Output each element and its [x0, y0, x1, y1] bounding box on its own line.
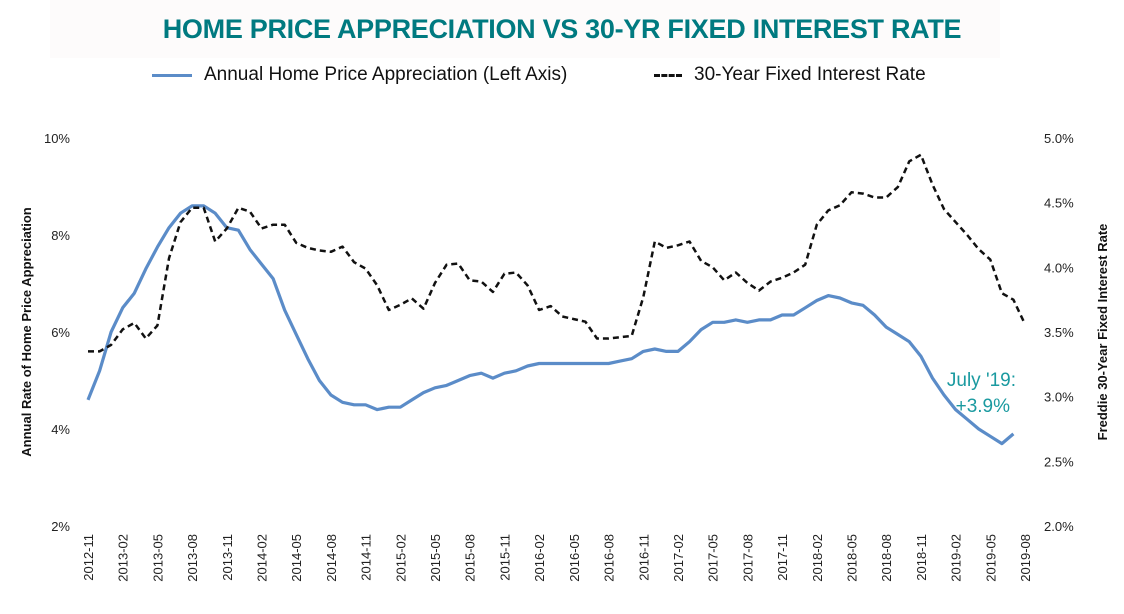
x-tick-label: 2017-05 [706, 534, 721, 582]
right-tick-label: 2.5% [1044, 454, 1074, 469]
right-tick-label: 3.0% [1044, 390, 1074, 405]
home-price-line [86, 204, 1015, 446]
x-tick-label: 2018-11 [914, 534, 929, 581]
x-tick-label: 2015-08 [463, 534, 478, 582]
left-axis-title: Annual Rate of Home Price Appreciation [19, 207, 34, 457]
x-tick-label: 2014-02 [255, 534, 270, 582]
x-tick-label: 2018-08 [879, 534, 894, 582]
annotation-line1: July '19: [947, 370, 1016, 391]
x-tick-label: 2013-02 [116, 534, 131, 582]
x-tick-label: 2017-08 [740, 534, 755, 582]
x-tick-label: 2018-05 [844, 534, 859, 582]
x-tick-label: 2015-11 [497, 534, 512, 581]
x-tick-label: 2016-08 [602, 534, 617, 582]
right-tick-label: 5.0% [1044, 131, 1074, 146]
x-tick-label: 2014-11 [359, 534, 374, 581]
x-tick-label: 2015-02 [393, 534, 408, 582]
x-tick-label: 2014-05 [289, 534, 304, 582]
x-tick-label: 2016-05 [567, 534, 582, 582]
left-tick-label: 8% [51, 228, 70, 243]
x-tick-label: 2013-08 [185, 534, 200, 582]
right-tick-label: 4.5% [1044, 196, 1074, 211]
legend-item-interest-rate: 30-Year Fixed Interest Rate [654, 64, 926, 86]
x-tick-label: 2017-11 [775, 534, 790, 581]
title-band [50, 0, 1000, 58]
x-tick-label: 2013-11 [220, 534, 235, 581]
interest-rate-line [88, 153, 1027, 353]
x-tick-label: 2013-05 [150, 534, 165, 582]
right-tick-label: 4.0% [1044, 260, 1074, 275]
x-tick-label: 2012-11 [81, 534, 96, 581]
right-tick-label: 2.0% [1044, 519, 1074, 534]
x-axis-ticks: 2012-11 2013-02 2013-05 2013-08 2013-11 2014-… [81, 534, 1033, 582]
legend-swatch-dashed [654, 73, 682, 77]
legend-label-interest-rate: 30-Year Fixed Interest Rate [694, 64, 926, 85]
x-tick-label: 2016-02 [532, 534, 547, 582]
left-tick-label: 2% [51, 519, 70, 534]
left-axis-ticks: 2% 4% 6% 8% 10% [44, 131, 70, 534]
legend-swatch-solid [152, 73, 192, 77]
legend-item-home-price: Annual Home Price Appreciation (Left Axi… [152, 64, 567, 86]
left-tick-label: 10% [44, 131, 70, 146]
series-lines [86, 153, 1027, 446]
right-axis-title: Freddie 30-Year Fixed Interest Rate [1095, 224, 1110, 441]
x-tick-label: 2015-05 [428, 534, 443, 582]
chart-title: HOME PRICE APPRECIATION VS 30-YR FIXED I… [162, 14, 962, 44]
x-tick-label: 2019-02 [949, 534, 964, 582]
x-tick-label: 2019-08 [1018, 534, 1033, 582]
left-tick-label: 4% [51, 422, 70, 437]
right-axis-ticks: 2.0% 2.5% 3.0% 3.5% 4.0% 4.5% 5.0% [1044, 131, 1074, 534]
x-tick-label: 2014-08 [324, 534, 339, 582]
right-tick-label: 3.5% [1044, 325, 1074, 340]
annotation-line2: +3.9% [956, 396, 1011, 417]
x-tick-label: 2019-05 [983, 534, 998, 582]
legend: Annual Home Price Appreciation (Left Axi… [0, 64, 1124, 92]
x-tick-label: 2018-02 [810, 534, 825, 582]
left-tick-label: 6% [51, 325, 70, 340]
legend-label-home-price: Annual Home Price Appreciation (Left Axi… [204, 64, 568, 85]
x-tick-label: 2017-02 [671, 534, 686, 582]
x-tick-label: 2016-11 [636, 534, 651, 581]
